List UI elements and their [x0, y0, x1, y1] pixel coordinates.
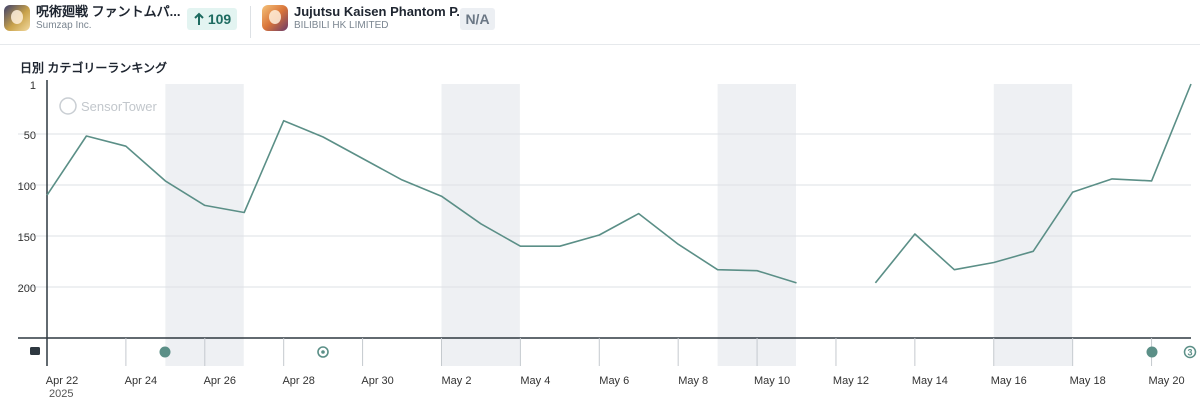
data-point[interactable]: [751, 265, 763, 277]
sensortower-watermark: SensorTower: [59, 97, 158, 115]
data-point[interactable]: [633, 208, 645, 220]
chart-title: 日別 カテゴリーランキング: [20, 61, 167, 75]
dot-marker-icon[interactable]: [1146, 346, 1158, 358]
y-tick-label: 150: [18, 232, 36, 244]
app-card-jujutsu-global[interactable]: Jujutsu Kaisen Phantom P... BILIBILI HK …: [262, 4, 468, 32]
app-name: Jujutsu Kaisen Phantom P...: [294, 4, 468, 19]
x-tick-label: May 20: [1149, 375, 1185, 387]
weekend-band: [993, 84, 1073, 366]
x-tick-label: May 2: [441, 375, 471, 387]
x-tick-label: May 10: [754, 375, 790, 387]
data-point[interactable]: [80, 130, 92, 142]
data-point[interactable]: [1185, 78, 1197, 90]
x-tick-label: May 12: [833, 375, 869, 387]
data-point[interactable]: [1027, 245, 1039, 257]
data-point[interactable]: [554, 240, 566, 252]
x-tick-label: May 18: [1070, 375, 1106, 387]
data-point[interactable]: [475, 218, 487, 230]
app-card-jujutsu-jp[interactable]: 呪術廻戦 ファントムパ... Sumzap Inc.: [4, 4, 181, 32]
data-point[interactable]: [514, 240, 526, 252]
x-tick-label: May 16: [991, 375, 1027, 387]
y-tick-label: 200: [18, 283, 36, 295]
data-point[interactable]: [159, 175, 171, 187]
x-tick-label: May 4: [520, 375, 550, 387]
data-point[interactable]: [988, 257, 1000, 269]
rank-change-badge: 109: [187, 8, 237, 30]
comment-icon[interactable]: [30, 347, 40, 355]
data-point[interactable]: [948, 264, 960, 276]
series-line: [46, 83, 1192, 284]
weekend-band: [717, 84, 797, 366]
y-tick-label: 100: [18, 181, 36, 193]
count-marker-icon[interactable]: [1183, 345, 1197, 359]
x-tick-label: Apr 24: [125, 375, 157, 387]
x-tick-label: May 6: [599, 375, 629, 387]
x-tick-label: Apr 22: [46, 375, 78, 387]
update-marker-dot: [321, 350, 325, 354]
rank-change-badge-na: N/A: [460, 8, 495, 30]
count-marker-label: 3: [1187, 348, 1192, 358]
app-icon: [4, 5, 30, 32]
data-point[interactable]: [791, 277, 803, 289]
svg-text:SensorTower: SensorTower: [81, 99, 158, 114]
x-tick-label: Apr 28: [282, 375, 314, 387]
header-divider: [250, 6, 251, 38]
data-point[interactable]: [41, 189, 53, 201]
data-point[interactable]: [278, 115, 290, 127]
dot-marker-icon[interactable]: [159, 346, 171, 358]
rank-change-value: 109: [207, 11, 232, 27]
data-point[interactable]: [238, 207, 250, 219]
data-point[interactable]: [672, 238, 684, 250]
x-year-label: 2025: [49, 388, 73, 400]
data-point[interactable]: [593, 229, 605, 241]
y-tick-label: 1: [30, 80, 36, 92]
data-point[interactable]: [1106, 173, 1118, 185]
data-point[interactable]: [1146, 175, 1158, 187]
data-point[interactable]: [199, 199, 211, 211]
data-point[interactable]: [712, 264, 724, 276]
x-tick-label: May 8: [678, 375, 708, 387]
x-tick-label: Apr 26: [204, 375, 236, 387]
app-comparison-header: 呪術廻戦 ファントムパ... Sumzap Inc. 109 Jujutsu K…: [0, 0, 1200, 45]
data-point[interactable]: [317, 131, 329, 143]
weekend-band: [441, 84, 520, 366]
app-name: 呪術廻戦 ファントムパ...: [36, 4, 181, 19]
x-tick-label: May 14: [912, 375, 948, 387]
data-point[interactable]: [120, 140, 132, 152]
weekend-band: [165, 84, 244, 366]
data-point[interactable]: [909, 228, 921, 240]
app-icon: [262, 5, 288, 32]
app-publisher: Sumzap Inc.: [36, 19, 92, 31]
data-point[interactable]: [357, 152, 369, 164]
data-point[interactable]: [435, 190, 447, 202]
app-publisher: BILIBILI HK LIMITED: [294, 19, 389, 31]
data-point[interactable]: [869, 277, 881, 289]
data-point[interactable]: [1067, 186, 1079, 198]
arrow-up-icon: [194, 12, 204, 25]
y-tick-label: 50: [24, 130, 36, 142]
x-tick-label: Apr 30: [361, 375, 393, 387]
data-point[interactable]: [396, 174, 408, 186]
